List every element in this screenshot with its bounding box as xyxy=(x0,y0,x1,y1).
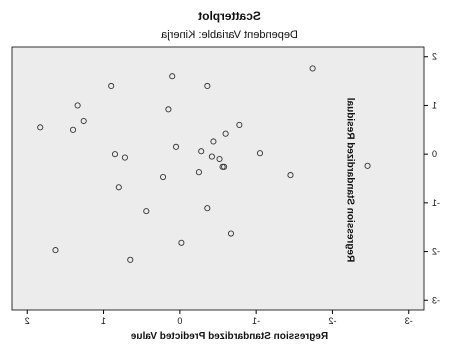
data-point xyxy=(208,153,215,160)
y-tick-label: -2 xyxy=(432,247,440,257)
x-tick-label: 0 xyxy=(177,316,182,326)
data-point xyxy=(80,117,87,125)
data-point xyxy=(221,163,228,170)
y-axis-label: Regression Standardized Residual xyxy=(344,97,356,263)
data-point xyxy=(256,150,264,157)
x-axis-ticks: 2 1 0 -1 -2 -3 xyxy=(25,310,413,326)
data-point xyxy=(111,151,119,158)
data-point xyxy=(210,138,217,145)
data-point xyxy=(309,65,316,72)
x-axis-label: Regression Standardized Predicted Value xyxy=(130,331,329,342)
data-point xyxy=(204,82,211,90)
data-point xyxy=(287,172,294,179)
data-point xyxy=(178,239,185,246)
data-point xyxy=(169,73,176,80)
data-point xyxy=(364,162,371,169)
data-point xyxy=(195,169,202,176)
data-point xyxy=(198,148,205,155)
data-point xyxy=(115,184,122,191)
y-tick-label: 2 xyxy=(432,52,437,62)
data-point xyxy=(227,230,235,237)
data-point xyxy=(216,155,223,163)
data-point xyxy=(121,154,128,161)
data-point xyxy=(74,102,81,109)
data-point xyxy=(165,106,172,113)
data-point xyxy=(37,124,44,131)
y-tick-label: 1 xyxy=(432,100,437,110)
data-point xyxy=(236,121,243,128)
x-tick-label: 2 xyxy=(25,316,30,326)
data-point xyxy=(204,205,211,212)
data-point xyxy=(69,126,77,133)
x-tick-label: -2 xyxy=(328,316,336,326)
y-tick-label: 0 xyxy=(432,149,437,159)
data-point xyxy=(222,130,229,137)
y-axis-ticks: 2 1 0 -1 -2 -3 xyxy=(424,52,440,305)
data-point xyxy=(143,208,150,215)
y-tick-label: -3 xyxy=(432,295,440,305)
data-point xyxy=(52,247,59,254)
y-tick-label: -1 xyxy=(432,198,440,208)
x-tick-label: -1 xyxy=(252,316,260,326)
data-point xyxy=(172,143,180,150)
data-point xyxy=(127,256,134,263)
data-points xyxy=(37,65,371,263)
data-point xyxy=(160,173,167,181)
x-tick-label: 1 xyxy=(101,316,106,326)
data-point xyxy=(108,82,115,90)
plot-area xyxy=(11,46,425,311)
x-tick-label: -3 xyxy=(405,316,413,326)
